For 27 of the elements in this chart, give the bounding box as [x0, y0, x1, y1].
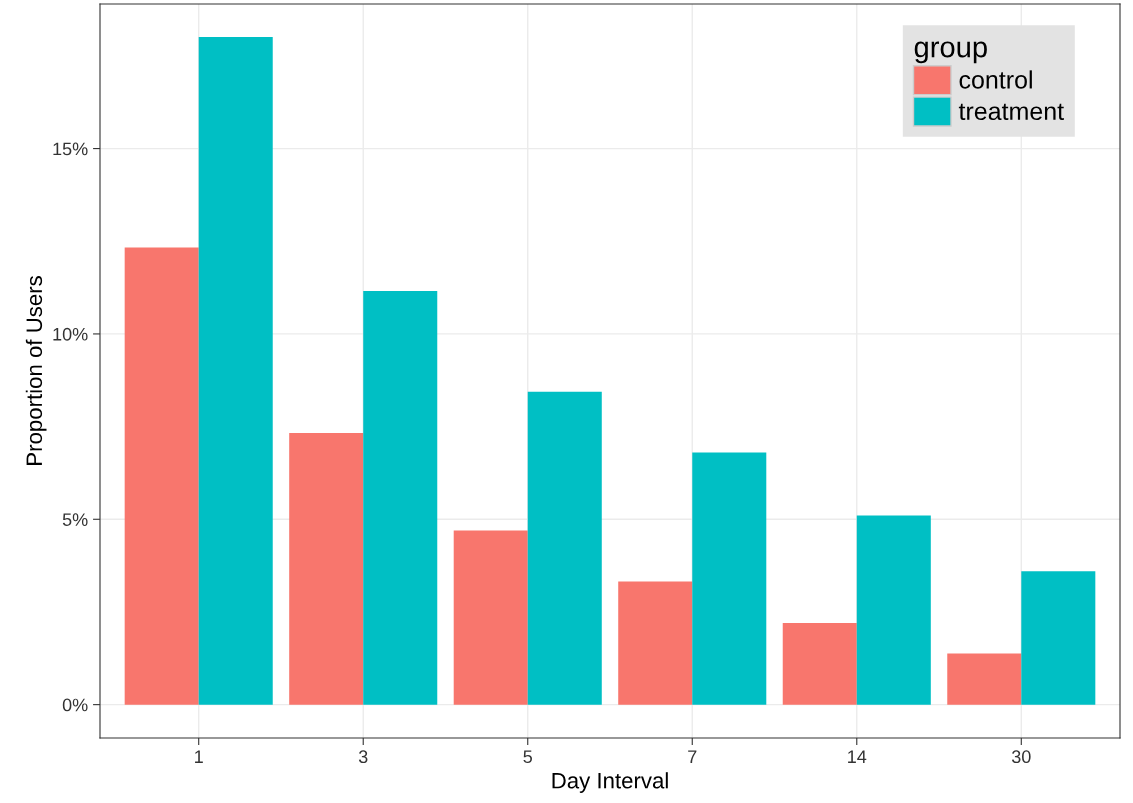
bar [856, 515, 931, 705]
bar [782, 623, 857, 705]
bar [692, 452, 767, 705]
y-tick-label: 15% [53, 142, 88, 156]
bar [198, 36, 273, 705]
legend-title: group [914, 41, 987, 64]
bar [363, 290, 438, 705]
y-axis-title: Proportion of Users [25, 276, 47, 465]
bar [947, 653, 1022, 705]
x-tick-label: 5 [523, 750, 533, 764]
x-tick-label: 1 [195, 750, 203, 763]
y-tick-label: 0% [62, 698, 88, 712]
bar [289, 432, 364, 705]
x-tick-label: 3 [358, 750, 368, 764]
y-tick-label: 10% [53, 327, 88, 341]
bar [527, 391, 602, 705]
bar [1021, 571, 1096, 705]
x-tick-label: 7 [688, 750, 697, 763]
legend-label: treatment [958, 103, 1064, 121]
bar [618, 581, 693, 705]
x-tick-label: 30 [1011, 750, 1031, 764]
x-tick-label: 14 [848, 750, 867, 763]
bar [124, 247, 199, 705]
x-axis-title: Day Interval [552, 772, 668, 793]
legend-label: control [959, 70, 1032, 89]
y-tick-label: 5% [62, 513, 88, 526]
bar [453, 530, 528, 705]
